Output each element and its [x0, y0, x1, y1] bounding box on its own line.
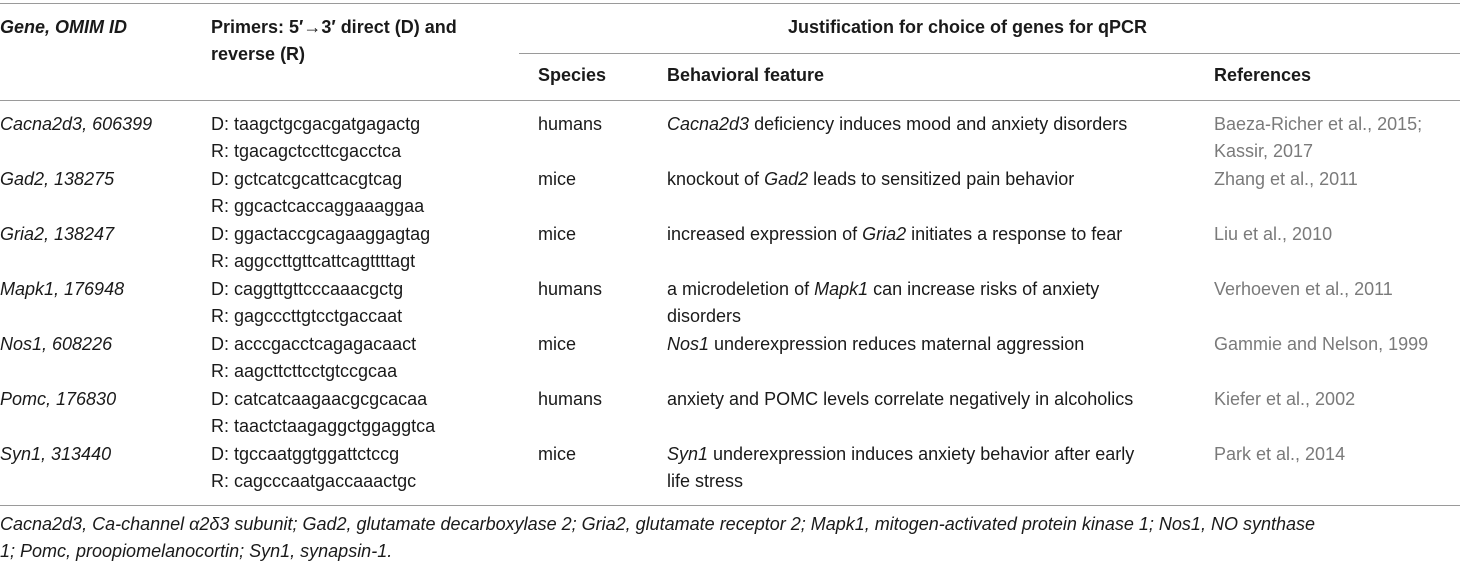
primer-reverse: R: taactctaagaggctggaggtca	[211, 416, 436, 436]
gene-id: Mapk1, 176948	[0, 279, 125, 299]
gene-name-italic: Syn1	[667, 444, 709, 464]
header-species: Species	[538, 65, 607, 85]
footnote-line-2: 1; Pomc, proopiomelanocortin; Syn1, syna…	[0, 541, 393, 561]
species: mice	[538, 444, 577, 464]
behavioral-feature: Nos1 underexpression reduces maternal ag…	[667, 331, 1084, 358]
primer-reverse: R: cagcccaatgaccaaactgc	[211, 471, 417, 491]
gene-id: Gad2, 138275	[0, 169, 115, 189]
primer-direct: D: gctcatcgcattcacgtcag	[211, 169, 403, 189]
header-gene: Gene, OMIM ID	[0, 17, 128, 37]
species: mice	[538, 169, 577, 189]
behavioral-feature: knockout of Gad2 leads to sensitized pai…	[667, 166, 1074, 193]
reference: Gammie and Nelson, 1999	[1214, 334, 1429, 354]
species: mice	[538, 334, 577, 354]
feature-text: leads to sensitized pain behavior	[808, 169, 1075, 189]
header-primers-line2: reverse (R)	[211, 44, 306, 64]
species: humans	[538, 114, 603, 134]
reference: Park et al., 2014	[1214, 444, 1346, 464]
behavioral-feature-continued: disorders	[667, 306, 742, 326]
table-bottom-rule	[0, 505, 1460, 506]
reference: Kiefer et al., 2002	[1214, 389, 1356, 409]
primer-reverse: R: aagcttcttcctgtccgcaa	[211, 361, 398, 381]
table-footnote: Cacna2d3, Ca-channel α2δ3 subunit; Gad2,…	[0, 511, 1455, 565]
primer-reverse: R: aggccttgttcattcagttttagt	[211, 251, 416, 271]
gene-id: Pomc, 176830	[0, 389, 117, 409]
gene-name-italic: Nos1	[667, 334, 710, 354]
gene-id: Nos1, 608226	[0, 334, 113, 354]
behavioral-feature: Syn1 underexpression induces anxiety beh…	[667, 441, 1134, 468]
feature-text: underexpression induces anxiety behavior…	[708, 444, 1135, 464]
header-justification: Justification for choice of genes for qP…	[788, 17, 1148, 37]
header-references: References	[1214, 65, 1312, 85]
behavioral-feature: increased expression of Gria2 initiates …	[667, 221, 1122, 248]
primer-direct: D: ggactaccgcagaaggagtag	[211, 224, 431, 244]
behavioral-feature: a microdeletion of Mapk1 can increase ri…	[667, 276, 1099, 303]
header-primers-line1: Primers: 5′→3′ direct (D) and	[211, 17, 457, 37]
reference: Verhoeven et al., 2011	[1214, 279, 1393, 299]
reference-continued: Kassir, 2017	[1214, 141, 1314, 161]
gene-name-italic: Cacna2d3	[667, 114, 750, 134]
primer-direct: D: taagctgcgacgatgagactg	[211, 114, 421, 134]
gene-id: Cacna2d3, 606399	[0, 114, 153, 134]
feature-text: underexpression reduces maternal aggress…	[709, 334, 1085, 354]
reference: Baeza-Richer et al., 2015;	[1214, 114, 1423, 134]
justification-subheader-rule	[519, 53, 1460, 54]
primer-direct: D: caggttgttcccaaacgctg	[211, 279, 404, 299]
feature-text: can increase risks of anxiety	[868, 279, 1100, 299]
reference: Zhang et al., 2011	[1214, 169, 1358, 189]
primer-direct: D: tgccaatggtggattctccg	[211, 444, 400, 464]
primer-reverse: R: tgacagctccttcgacctca	[211, 141, 402, 161]
gene-name-italic: Gad2	[764, 169, 809, 189]
footnote-line-1: Cacna2d3, Ca-channel α2δ3 subunit; Gad2,…	[0, 514, 1315, 534]
primer-reverse: R: gagcccttgtcctgaccaat	[211, 306, 403, 326]
table-top-rule	[0, 3, 1460, 4]
gene-id: Syn1, 313440	[0, 444, 112, 464]
feature-text: deficiency induces mood and anxiety diso…	[749, 114, 1128, 134]
feature-text: knockout of	[667, 169, 765, 189]
feature-text: anxiety and POMC levels correlate negati…	[667, 389, 1134, 409]
gene-name-italic: Mapk1	[814, 279, 869, 299]
header-behavioral-feature: Behavioral feature	[667, 65, 825, 85]
behavioral-feature-continued: life stress	[667, 471, 744, 491]
species: humans	[538, 279, 603, 299]
feature-text: increased expression of	[667, 224, 863, 244]
header-bottom-rule	[0, 100, 1460, 101]
feature-text: a microdeletion of	[667, 279, 815, 299]
primer-reverse: R: ggcactcaccaggaaaggaa	[211, 196, 425, 216]
species: mice	[538, 224, 577, 244]
species: humans	[538, 389, 603, 409]
primer-direct: D: acccgacctcagagacaact	[211, 334, 417, 354]
primer-direct: D: catcatcaagaacgcgcacaa	[211, 389, 428, 409]
gene-name-italic: Gria2	[862, 224, 907, 244]
behavioral-feature: Cacna2d3 deficiency induces mood and anx…	[667, 111, 1127, 138]
feature-text: initiates a response to fear	[906, 224, 1123, 244]
gene-id: Gria2, 138247	[0, 224, 115, 244]
reference: Liu et al., 2010	[1214, 224, 1333, 244]
behavioral-feature: anxiety and POMC levels correlate negati…	[667, 386, 1133, 413]
